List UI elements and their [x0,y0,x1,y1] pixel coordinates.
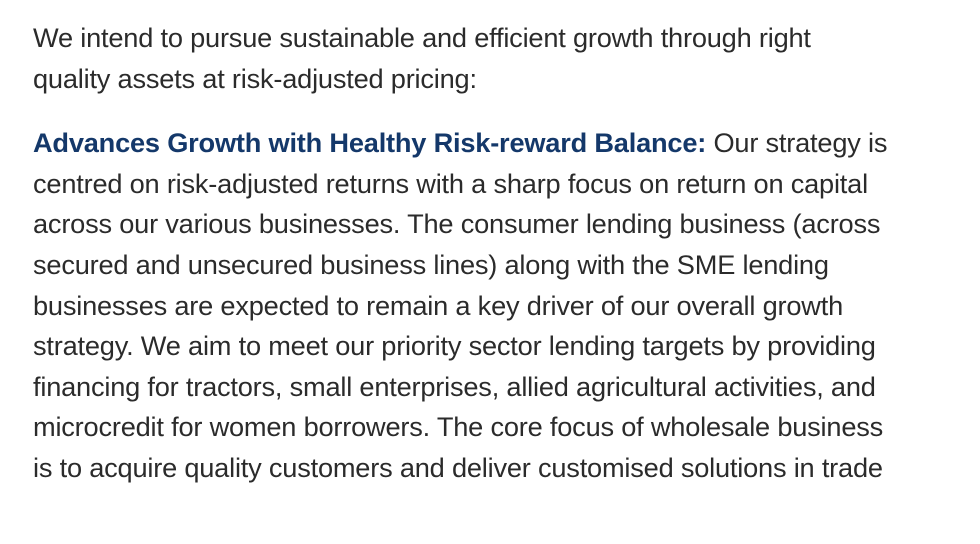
paragraph-line: is to acquire quality customers and deli… [33,451,883,483]
intro-line: We intend to pursue sustainable and effi… [33,22,811,53]
paragraph-first-line: Advances Growth with Healthy Risk-reward… [33,123,958,164]
paragraph-line: secured and unsecured business lines) al… [33,248,829,280]
paragraph-line: strategy. We aim to meet our priority se… [33,330,876,362]
intro-line: quality assets at risk-adjusted pricing: [33,62,477,94]
paragraph-line: centred on risk-adjusted returns with a … [33,167,868,199]
document-body: We intend to pursue sustainable and effi… [33,18,958,489]
growth-strategy-paragraph: Advances Growth with Healthy Risk-reward… [33,123,958,488]
paragraph-line: microcredit for women borrowers. The cor… [33,411,884,443]
intro-paragraph: We intend to pursue sustainable and effi… [33,18,958,99]
paragraph-text-start: Our strategy is [706,127,888,159]
section-heading: Advances Growth with Healthy Risk-reward… [33,127,707,159]
paragraph-line: businesses are expected to remain a key … [33,289,843,321]
paragraph-line: across our various businesses. The consu… [33,208,881,240]
paragraph-line: financing for tractors, small enterprise… [33,370,876,402]
